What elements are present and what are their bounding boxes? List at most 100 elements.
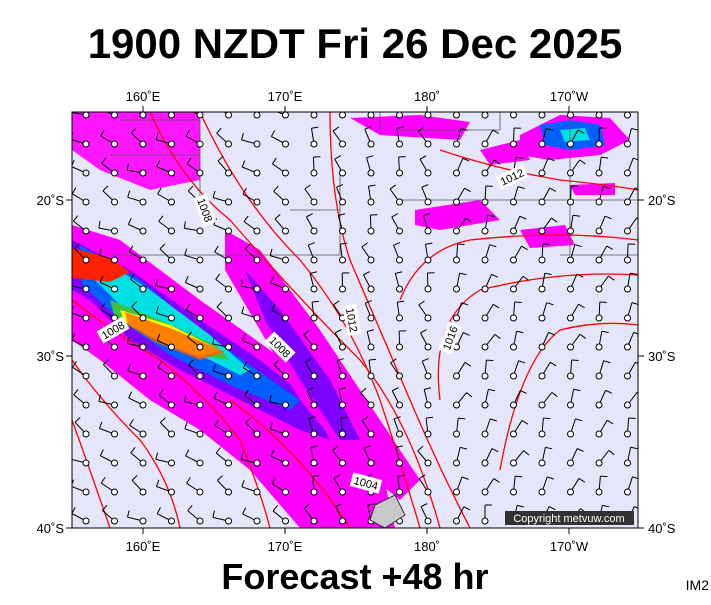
barb-station	[169, 257, 175, 263]
barb-station	[169, 373, 175, 379]
barb-station	[226, 518, 232, 524]
barb-station	[482, 199, 488, 205]
barb-station	[254, 199, 260, 205]
barb-feather	[100, 102, 103, 108]
barb-feather	[395, 98, 402, 100]
barb-station	[425, 518, 431, 524]
barb-station	[226, 170, 232, 176]
barb-station	[140, 373, 146, 379]
barb-station	[83, 199, 89, 205]
barb-station	[482, 431, 488, 437]
barb-station	[311, 489, 317, 495]
barb-station	[539, 286, 545, 292]
barb-station	[425, 315, 431, 321]
barb-feather	[161, 98, 166, 103]
barb-station	[454, 315, 460, 321]
copyright: Copyright metvuw.com	[513, 513, 624, 525]
barb-station	[425, 286, 431, 292]
barb-feather	[459, 99, 466, 100]
left-lat-label: 30˚S	[37, 349, 65, 364]
barb-station	[226, 199, 232, 205]
barb-station	[539, 228, 545, 234]
barb-station	[511, 199, 517, 205]
barb-station	[340, 431, 346, 437]
right-lat-label: 30˚S	[648, 349, 676, 364]
barb-station	[83, 257, 89, 263]
barb-station	[283, 373, 289, 379]
barb-feather	[600, 476, 607, 477]
barb-station	[568, 170, 574, 176]
wind-barb	[310, 98, 317, 118]
barb-station	[340, 199, 346, 205]
barb-station	[596, 141, 602, 147]
barb-station	[340, 460, 346, 466]
barb-station	[112, 141, 118, 147]
barb-station	[425, 257, 431, 263]
barb-station	[539, 170, 545, 176]
barb-station	[511, 112, 517, 118]
barb-station	[83, 373, 89, 379]
barb-station	[596, 402, 602, 408]
bottom-lon-label: 160˚E	[126, 539, 161, 554]
barb-station	[625, 402, 631, 408]
barb-station	[169, 315, 175, 321]
barb-station	[425, 199, 431, 205]
barb-station	[226, 286, 232, 292]
barb-station	[482, 489, 488, 495]
barb-station	[112, 460, 118, 466]
barb-station	[511, 315, 517, 321]
barb-station	[425, 228, 431, 234]
barb-station	[397, 315, 403, 321]
barb-station	[511, 141, 517, 147]
barb-station	[368, 402, 374, 408]
barb-station	[226, 228, 232, 234]
barb-station	[311, 373, 317, 379]
barb-station	[197, 344, 203, 350]
barb-station	[197, 112, 203, 118]
barb-station	[454, 286, 460, 292]
barb-station	[454, 199, 460, 205]
barb-station	[283, 518, 289, 524]
barb-station	[169, 460, 175, 466]
barb-station	[454, 489, 460, 495]
barb-station	[226, 112, 232, 118]
barb-station	[568, 373, 574, 379]
barb-station	[568, 141, 574, 147]
barb-station	[425, 170, 431, 176]
left-lat-label: 40˚S	[37, 521, 65, 536]
barb-station	[112, 373, 118, 379]
barb-station	[596, 170, 602, 176]
barb-station	[311, 141, 317, 147]
barb-station	[482, 518, 488, 524]
barb-station	[482, 170, 488, 176]
barb-station	[454, 228, 460, 234]
barb-station	[454, 141, 460, 147]
barb-station	[283, 315, 289, 321]
barb-station	[311, 315, 317, 321]
barb-station	[568, 431, 574, 437]
barb-station	[397, 431, 403, 437]
barb-station	[226, 344, 232, 350]
barb-station	[368, 431, 374, 437]
barb-station	[596, 286, 602, 292]
barb-station	[226, 315, 232, 321]
barb-station	[311, 431, 317, 437]
barb-station	[254, 373, 260, 379]
barb-station	[568, 199, 574, 205]
barb-feather	[523, 102, 529, 106]
top-lon-label: 170˚W	[550, 89, 589, 104]
barb-station	[511, 344, 517, 350]
barb-station	[169, 402, 175, 408]
bottom-lon-label: 170˚W	[550, 539, 589, 554]
barb-feather	[313, 475, 320, 476]
barb-station	[340, 518, 346, 524]
barb-station	[539, 489, 545, 495]
bottom-lon-label: 170˚E	[268, 539, 303, 554]
bottom-lon-label: 180˚	[414, 539, 440, 554]
barb-station	[511, 489, 517, 495]
barb-station	[83, 112, 89, 118]
barb-station	[425, 112, 431, 118]
barb-station	[140, 518, 146, 524]
barb-feather	[486, 360, 493, 361]
